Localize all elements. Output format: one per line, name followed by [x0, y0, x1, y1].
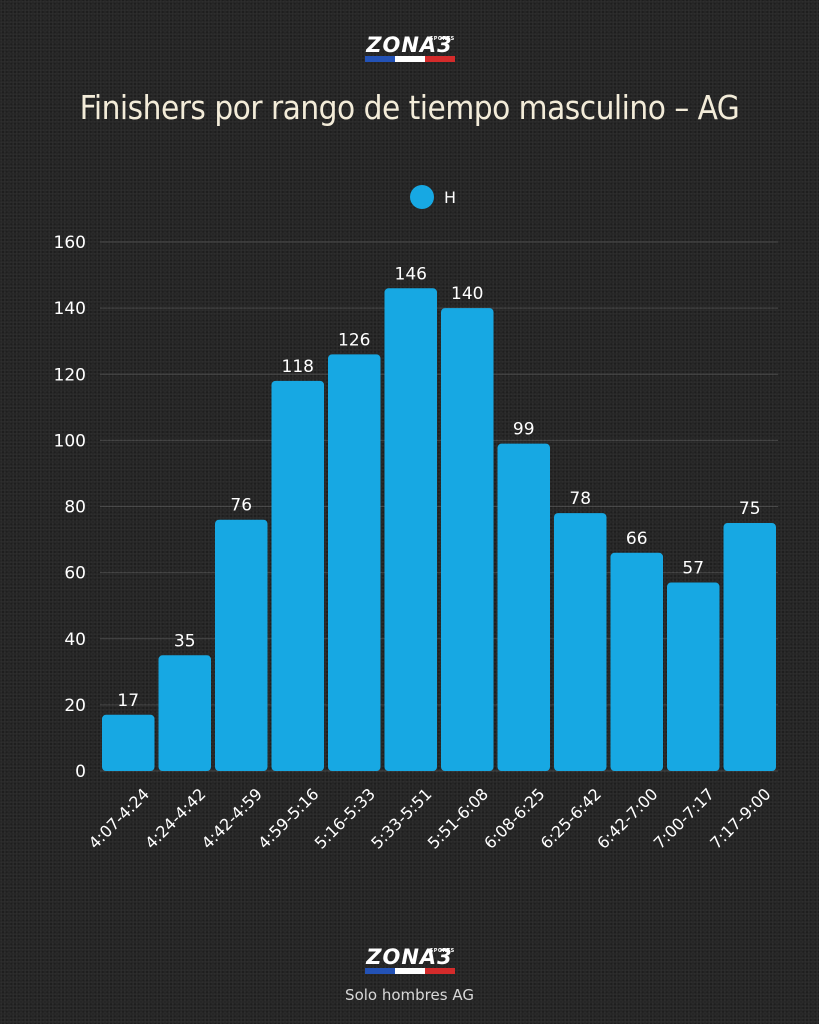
bar: [384, 288, 437, 771]
bar: [102, 714, 155, 771]
logo-flag-stripes: [364, 56, 455, 62]
bar: [610, 552, 663, 771]
data-label: 17: [117, 691, 139, 711]
bar: [723, 523, 776, 771]
y-tick-label: 0: [75, 762, 86, 782]
x-tick-label: 7:17-9:00: [706, 784, 774, 852]
data-label: 99: [513, 420, 535, 440]
logo-text: ZONA3: [366, 945, 453, 969]
x-tick-label: 5:33-5:51: [367, 784, 435, 852]
y-tick-label: 100: [54, 431, 86, 451]
legend-label: H: [444, 187, 457, 207]
y-tick-label: 40: [64, 630, 86, 650]
x-tick-label: 5:51-6:08: [424, 784, 492, 852]
y-tick-label: 140: [54, 299, 86, 319]
data-label: 76: [230, 496, 252, 516]
legend-swatch: [410, 185, 434, 209]
y-tick-label: 160: [54, 233, 86, 253]
logo-text: ZONA3: [366, 33, 453, 57]
x-tick-label: 6:25-6:42: [537, 784, 605, 852]
footer-note: Solo hombres AG: [345, 986, 474, 1004]
bar: [667, 582, 720, 771]
logo-flag-stripes: [364, 968, 455, 974]
bar: [158, 655, 211, 771]
x-tick-label: 6:08-6:25: [480, 784, 548, 852]
data-label: 66: [626, 529, 648, 549]
x-tick-label: 4:24-4:42: [141, 784, 209, 852]
data-label: 75: [739, 499, 761, 519]
y-tick-label: 60: [64, 564, 86, 584]
logo-sup: SPORTS: [429, 948, 455, 954]
data-label: 118: [282, 357, 314, 377]
data-label: 126: [338, 330, 370, 350]
chart-title: Finishers por rango de tiempo masculino …: [79, 88, 740, 127]
x-tick-label: 6:42-7:00: [593, 784, 661, 852]
logo-sup: SPORTS: [429, 36, 455, 42]
chart-legend: H: [410, 185, 456, 209]
bar: [497, 443, 550, 771]
y-tick-label: 20: [64, 696, 86, 716]
bar: [215, 519, 268, 771]
x-tick-label: 4:07-4:24: [85, 784, 153, 852]
brand-logo-bottom: ZONA3 SPORTS: [364, 945, 455, 974]
bar: [271, 380, 324, 771]
data-label: 78: [569, 489, 591, 509]
y-tick-label: 80: [64, 498, 86, 518]
x-tick-label: 5:16-5:33: [311, 784, 379, 852]
x-tick-label: 7:00-7:17: [650, 784, 718, 852]
x-tick-label: 4:42-4:59: [198, 784, 266, 852]
bar: [441, 308, 494, 771]
data-label: 35: [174, 631, 196, 651]
x-tick-label: 4:59-5:16: [254, 784, 322, 852]
bar: [328, 354, 381, 771]
data-label: 146: [395, 264, 427, 284]
brand-logo-top: ZONA3 SPORTS: [364, 33, 455, 62]
y-tick-label: 120: [54, 365, 86, 385]
data-label: 140: [451, 284, 483, 304]
bar: [554, 513, 607, 771]
data-label: 57: [682, 559, 704, 579]
